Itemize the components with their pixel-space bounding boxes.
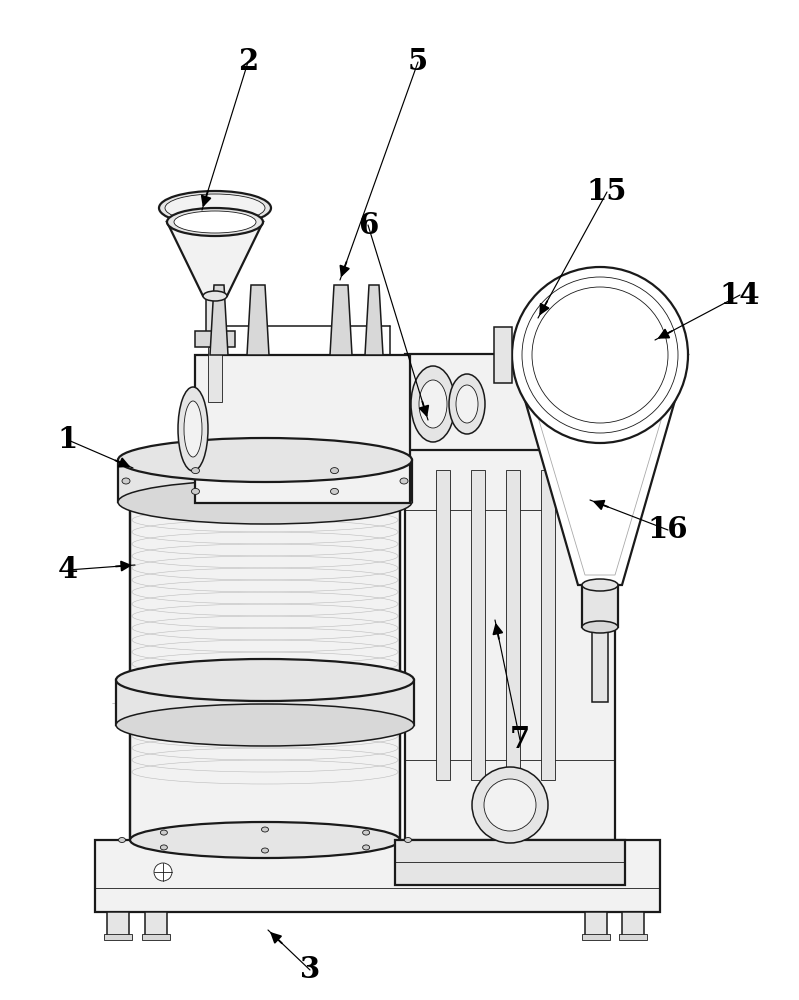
Polygon shape: [210, 285, 228, 355]
Bar: [471, 470, 485, 780]
Ellipse shape: [116, 659, 414, 701]
Bar: [582, 585, 618, 627]
Bar: [405, 450, 615, 840]
Bar: [619, 934, 647, 940]
Text: 2: 2: [238, 47, 258, 77]
Text: 6: 6: [358, 211, 378, 239]
Text: 3: 3: [300, 956, 320, 984]
Bar: [405, 354, 615, 454]
Polygon shape: [330, 285, 352, 355]
Bar: [506, 470, 520, 780]
Bar: [104, 934, 132, 940]
Bar: [206, 296, 224, 334]
Bar: [622, 912, 644, 937]
Ellipse shape: [400, 478, 408, 484]
Ellipse shape: [331, 468, 339, 474]
Ellipse shape: [411, 366, 455, 442]
Ellipse shape: [122, 478, 130, 484]
Ellipse shape: [118, 480, 412, 524]
Polygon shape: [512, 355, 688, 585]
Ellipse shape: [449, 374, 485, 434]
Ellipse shape: [363, 845, 370, 850]
Bar: [116, 680, 414, 725]
Bar: [395, 840, 625, 885]
Ellipse shape: [130, 482, 400, 518]
Ellipse shape: [118, 838, 125, 842]
Bar: [107, 912, 129, 937]
Ellipse shape: [192, 468, 200, 474]
Ellipse shape: [165, 194, 265, 222]
Ellipse shape: [161, 830, 167, 835]
Bar: [195, 355, 410, 503]
Ellipse shape: [363, 830, 370, 835]
Bar: [592, 627, 608, 702]
Bar: [95, 840, 660, 912]
Ellipse shape: [331, 488, 339, 494]
Ellipse shape: [261, 848, 268, 853]
Ellipse shape: [116, 704, 414, 746]
Text: 5: 5: [407, 47, 428, 77]
Text: 7: 7: [510, 726, 530, 754]
Text: 1: 1: [58, 426, 78, 454]
Ellipse shape: [472, 767, 548, 843]
Polygon shape: [167, 222, 263, 296]
Bar: [436, 470, 450, 780]
Bar: [142, 934, 170, 940]
Ellipse shape: [582, 621, 618, 633]
Text: 4: 4: [58, 556, 78, 584]
Bar: [582, 934, 610, 940]
Ellipse shape: [184, 401, 202, 457]
Bar: [585, 912, 607, 937]
Polygon shape: [365, 285, 383, 355]
Ellipse shape: [174, 211, 256, 233]
Circle shape: [512, 267, 688, 443]
Bar: [541, 470, 555, 780]
Bar: [494, 327, 512, 383]
Ellipse shape: [531, 863, 549, 881]
Polygon shape: [247, 285, 269, 355]
Ellipse shape: [192, 488, 200, 494]
Bar: [145, 912, 167, 937]
Bar: [118, 460, 412, 502]
Ellipse shape: [582, 579, 618, 591]
Ellipse shape: [419, 380, 447, 428]
Ellipse shape: [178, 387, 208, 471]
Ellipse shape: [118, 438, 412, 482]
Text: 14: 14: [720, 280, 761, 310]
Ellipse shape: [456, 385, 478, 423]
Ellipse shape: [159, 191, 271, 225]
Text: 16: 16: [648, 516, 688, 544]
Polygon shape: [524, 370, 676, 575]
Ellipse shape: [161, 845, 167, 850]
Ellipse shape: [154, 863, 172, 881]
Ellipse shape: [203, 291, 227, 301]
Text: 15: 15: [586, 178, 627, 207]
Bar: [208, 347, 222, 402]
Ellipse shape: [404, 838, 411, 842]
Bar: [130, 500, 400, 840]
Ellipse shape: [167, 208, 263, 236]
Ellipse shape: [484, 779, 536, 831]
Ellipse shape: [130, 822, 400, 858]
Bar: [195, 331, 235, 347]
Ellipse shape: [261, 827, 268, 832]
